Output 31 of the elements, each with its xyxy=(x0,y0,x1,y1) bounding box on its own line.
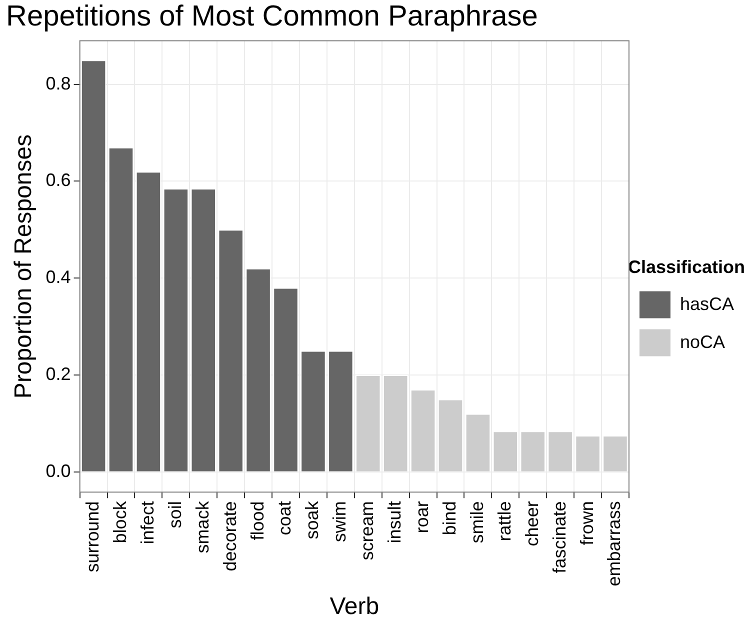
chart-title: Repetitions of Most Common Paraphrase xyxy=(6,0,538,32)
x-tick-label: block xyxy=(110,500,130,544)
x-tick-label: surround xyxy=(82,501,103,572)
x-tick-label: coat xyxy=(274,501,295,536)
y-tick-label: 0.4 xyxy=(46,267,71,288)
y-tick-label: 0.2 xyxy=(46,364,71,384)
legend-label: noCA xyxy=(680,332,726,352)
y-tick-label: 0.8 xyxy=(46,73,71,94)
x-tick-label: decorate xyxy=(220,501,240,572)
x-tick-label: embarrass xyxy=(604,501,624,586)
x-tick-label: smile xyxy=(466,501,487,544)
x-tick-label: soil xyxy=(164,501,185,528)
x-tick-label: infect xyxy=(137,501,158,544)
x-tick-label: frown xyxy=(576,501,597,546)
x-tick-label: bind xyxy=(439,501,460,536)
legend-title: Classification xyxy=(628,257,746,278)
x-axis-title: Verb xyxy=(330,593,380,620)
legend-label: hasCA xyxy=(680,294,734,314)
x-tick-label: rattle xyxy=(494,501,514,542)
y-tick-label: 0.0 xyxy=(46,460,71,481)
x-tick-label: insult xyxy=(384,501,405,544)
x-tick-label: cheer xyxy=(522,501,542,546)
x-tick-label: scream xyxy=(357,501,378,560)
y-axis-title: Proportion of Responses xyxy=(10,134,38,399)
y-tick-label: 0.6 xyxy=(46,170,71,190)
x-tick-label: soak xyxy=(302,500,322,540)
x-tick-label: smack xyxy=(192,500,212,554)
x-tick-label: roar xyxy=(412,501,432,534)
x-tick-label: flood xyxy=(247,501,268,540)
x-tick-label: fascinate xyxy=(549,501,570,574)
x-tick-label: swim xyxy=(330,501,350,542)
